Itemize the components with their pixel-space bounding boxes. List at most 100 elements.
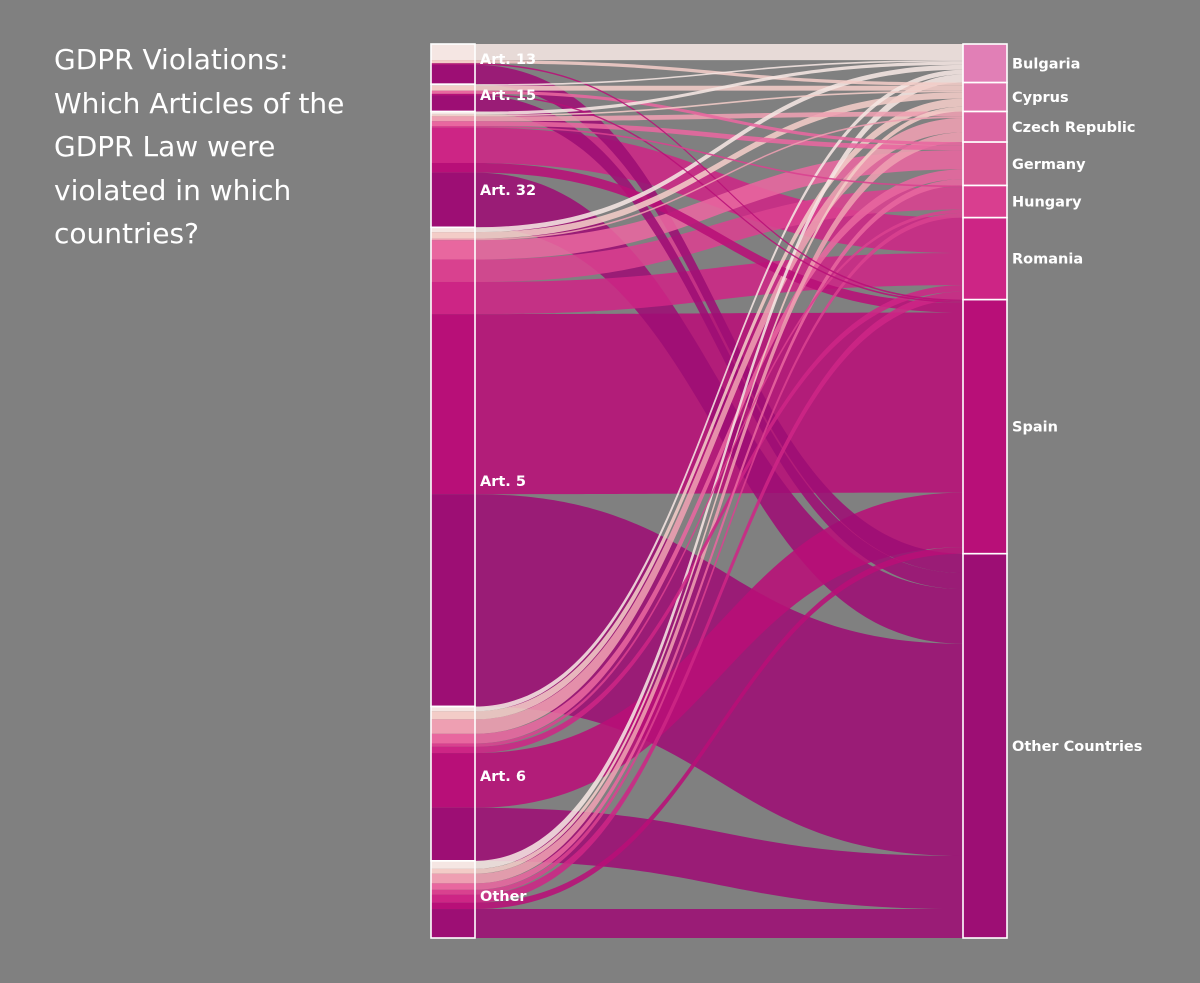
source-segment (431, 494, 475, 707)
source-segment (431, 111, 475, 115)
flow-other-to-spain (475, 547, 963, 910)
source-segment (431, 894, 475, 903)
target-node-czech-republic (962, 110, 1008, 143)
source-label-art-15: Art. 15 (480, 88, 536, 104)
source-segment (431, 238, 475, 241)
target-label-germany: Germany (1012, 157, 1086, 173)
target-label-czech-republic: Czech Republic (1012, 120, 1136, 136)
flow-other-to-germany (475, 179, 963, 890)
source-segment (431, 85, 475, 91)
flow-art-6-to-bulgaria (475, 69, 963, 712)
flow-art-15-to-other-countries (475, 95, 963, 590)
source-segment (431, 232, 475, 239)
source-segment (431, 93, 475, 96)
source-segment (431, 733, 475, 744)
flow-art-6-to-romania (475, 285, 963, 754)
flow-art-32-to-spain (475, 162, 963, 313)
chart-title-line: violated in which (54, 173, 292, 207)
source-label-art-32: Art. 32 (480, 183, 536, 199)
source-segment (431, 64, 475, 85)
chart-title-line: GDPR Violations: (54, 43, 289, 76)
source-label-art-6: Art. 6 (480, 769, 526, 785)
source-segment (431, 753, 475, 808)
target-label-spain: Spain (1012, 420, 1058, 436)
source-segment (431, 44, 475, 61)
flow-art-13-to-other-countries (475, 64, 963, 574)
chart-title-line: GDPR Law were (54, 130, 276, 163)
flow-other-to-czech-republic (475, 132, 963, 884)
chart-title: GDPR Violations: Which Articles of the GDP… (54, 38, 414, 256)
source-segment (431, 121, 475, 127)
target-node-cyprus (962, 81, 1008, 113)
source-segment (431, 172, 475, 228)
flow-other-to-other-countries (475, 909, 963, 938)
chart-title-line: Which Articles of the (54, 86, 345, 120)
source-segment (431, 126, 475, 128)
source-segment (431, 719, 475, 734)
target-label-cyprus: Cyprus (1012, 90, 1069, 106)
target-node-germany (962, 141, 1008, 187)
flow-art-6-to-spain (475, 492, 963, 808)
flow-art-32-to-czech-republic (475, 111, 963, 122)
flow-art-13-to-spain (475, 63, 963, 302)
source-segment (431, 889, 475, 895)
source-node-other (430, 860, 476, 939)
target-label-other-countries: Other Countries (1012, 739, 1142, 755)
target-label-hungary: Hungary (1012, 195, 1082, 211)
source-segment (431, 711, 475, 720)
flow-other-to-hungary (475, 212, 963, 895)
flow-art-32-to-cyprus (475, 90, 963, 117)
target-label-bulgaria: Bulgaria (1012, 56, 1080, 72)
source-label-art-13: Art. 13 (480, 52, 536, 68)
source-segment (431, 90, 475, 94)
source-label-other: Other (480, 889, 527, 905)
flow-art-5-to-germany (475, 150, 963, 260)
source-segment (431, 63, 475, 65)
flow-art-6-to-cyprus (475, 98, 963, 720)
source-segment (431, 114, 475, 117)
flow-art-32-to-hungary (475, 126, 963, 188)
source-segment (431, 860, 475, 869)
flow-art-6-to-hungary (475, 209, 963, 747)
source-segment (431, 281, 475, 315)
flow-art-15-to-bulgaria (475, 60, 963, 86)
source-segment (431, 807, 475, 861)
target-node-spain (962, 298, 1008, 555)
source-segment (431, 259, 475, 282)
source-segment (431, 127, 475, 163)
source-segment (431, 162, 475, 173)
target-node-hungary (962, 184, 1008, 219)
source-segment (431, 116, 475, 122)
source-segment (431, 868, 475, 874)
target-node-romania (962, 216, 1008, 301)
flow-art-5-to-bulgaria (475, 64, 963, 233)
source-segment (431, 746, 475, 754)
source-segment (431, 227, 475, 233)
source-segment (431, 84, 475, 86)
flow-art-32-to-bulgaria (475, 61, 963, 115)
source-label-art-5: Art. 5 (480, 474, 526, 490)
nodes (430, 43, 1008, 939)
source-segment (431, 95, 475, 112)
source-segment (431, 60, 475, 64)
flow-art-5-to-cyprus (475, 92, 963, 239)
source-segment (431, 909, 475, 938)
flow-art-6-to-czech-republic (475, 117, 963, 734)
source-segment (431, 883, 475, 890)
source-segment (431, 706, 475, 712)
flow-other-to-bulgaria (475, 74, 963, 869)
source-segment (431, 743, 475, 747)
flow-art-15-to-spain (475, 93, 963, 303)
target-node-other-countries (962, 552, 1008, 939)
source-segment (431, 873, 475, 884)
flow-other-to-romania (475, 291, 963, 903)
flow-links (475, 44, 963, 938)
flow-other-to-cyprus (475, 106, 963, 874)
flow-art-15-to-germany (475, 90, 963, 146)
source-segment (431, 902, 475, 910)
flow-art-32-to-germany (475, 121, 963, 151)
flow-art-5-to-czech-republic (475, 116, 963, 241)
flow-art-6-to-germany (475, 169, 963, 744)
source-segment (431, 240, 475, 260)
